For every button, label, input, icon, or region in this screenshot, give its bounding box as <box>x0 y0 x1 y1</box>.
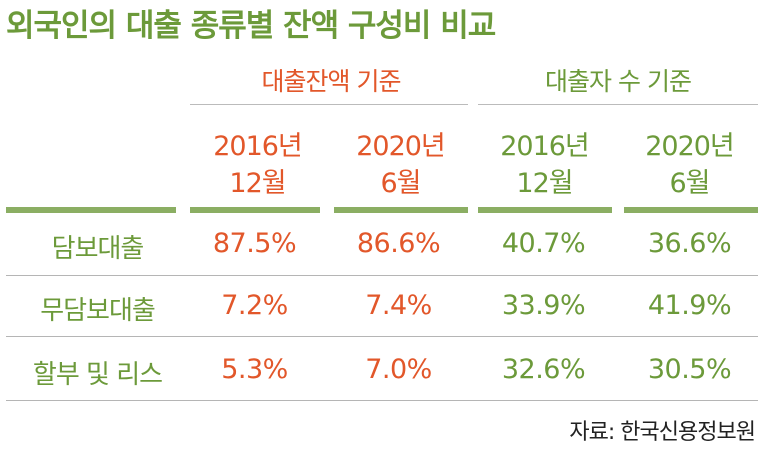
row-divider <box>6 336 758 337</box>
row-label-unsecured-loan: 무담보대출 <box>40 296 156 326</box>
column-header-year: 2020년 <box>356 131 446 162</box>
header-rule-col4 <box>624 207 758 213</box>
cell-installment-borrowers-2016: 32.6% <box>501 354 586 385</box>
column-header-month: 12월 <box>516 168 573 199</box>
column-header-balance-2020: 2020년 6월 <box>328 128 473 202</box>
cell-unsecured-balance-2016: 7.2% <box>221 290 288 321</box>
column-header-month: 12월 <box>229 168 286 199</box>
header-rule-col2 <box>334 207 468 213</box>
row-label-secured-loan: 담보대출 <box>51 234 145 264</box>
cell-installment-borrowers-2020: 30.5% <box>647 354 732 385</box>
column-header-month: 6월 <box>669 168 710 199</box>
row-label-installment-lease: 할부 및 리스 <box>32 360 163 390</box>
group-header-borrowers: 대출자 수 기준 <box>545 67 692 96</box>
cell-unsecured-balance-2020: 7.4% <box>365 290 432 321</box>
header-rule-label <box>6 207 176 213</box>
cell-secured-balance-2016: 87.5% <box>212 228 297 259</box>
cell-unsecured-borrowers-2020: 41.9% <box>647 290 732 321</box>
source-note: 자료: 한국신용정보원 <box>569 420 756 445</box>
column-header-month: 6월 <box>380 168 421 199</box>
column-header-borrowers-2016: 2016년 12월 <box>472 128 617 202</box>
cell-unsecured-borrowers-2016: 33.9% <box>501 290 586 321</box>
cell-secured-balance-2020: 86.6% <box>356 228 441 259</box>
row-divider <box>6 400 758 401</box>
group-header-balance: 대출잔액 기준 <box>261 67 402 96</box>
column-header-year: 2016년 <box>500 131 590 162</box>
column-header-borrowers-2020: 2020년 6월 <box>617 128 762 202</box>
group-divider-balance <box>190 104 468 105</box>
cell-installment-balance-2016: 5.3% <box>221 354 288 385</box>
group-divider-borrowers <box>478 104 758 105</box>
row-divider <box>6 275 758 276</box>
header-rule-col1 <box>190 207 320 213</box>
cell-secured-borrowers-2016: 40.7% <box>501 228 586 259</box>
column-header-year: 2016년 <box>213 131 303 162</box>
cell-installment-balance-2020: 7.0% <box>365 354 432 385</box>
column-header-balance-2016: 2016년 12월 <box>185 128 330 202</box>
header-rule-col3 <box>478 207 612 213</box>
chart-title: 외국인의 대출 종류별 잔액 구성비 비교 <box>6 8 496 44</box>
column-header-year: 2020년 <box>645 131 735 162</box>
cell-secured-borrowers-2020: 36.6% <box>647 228 732 259</box>
